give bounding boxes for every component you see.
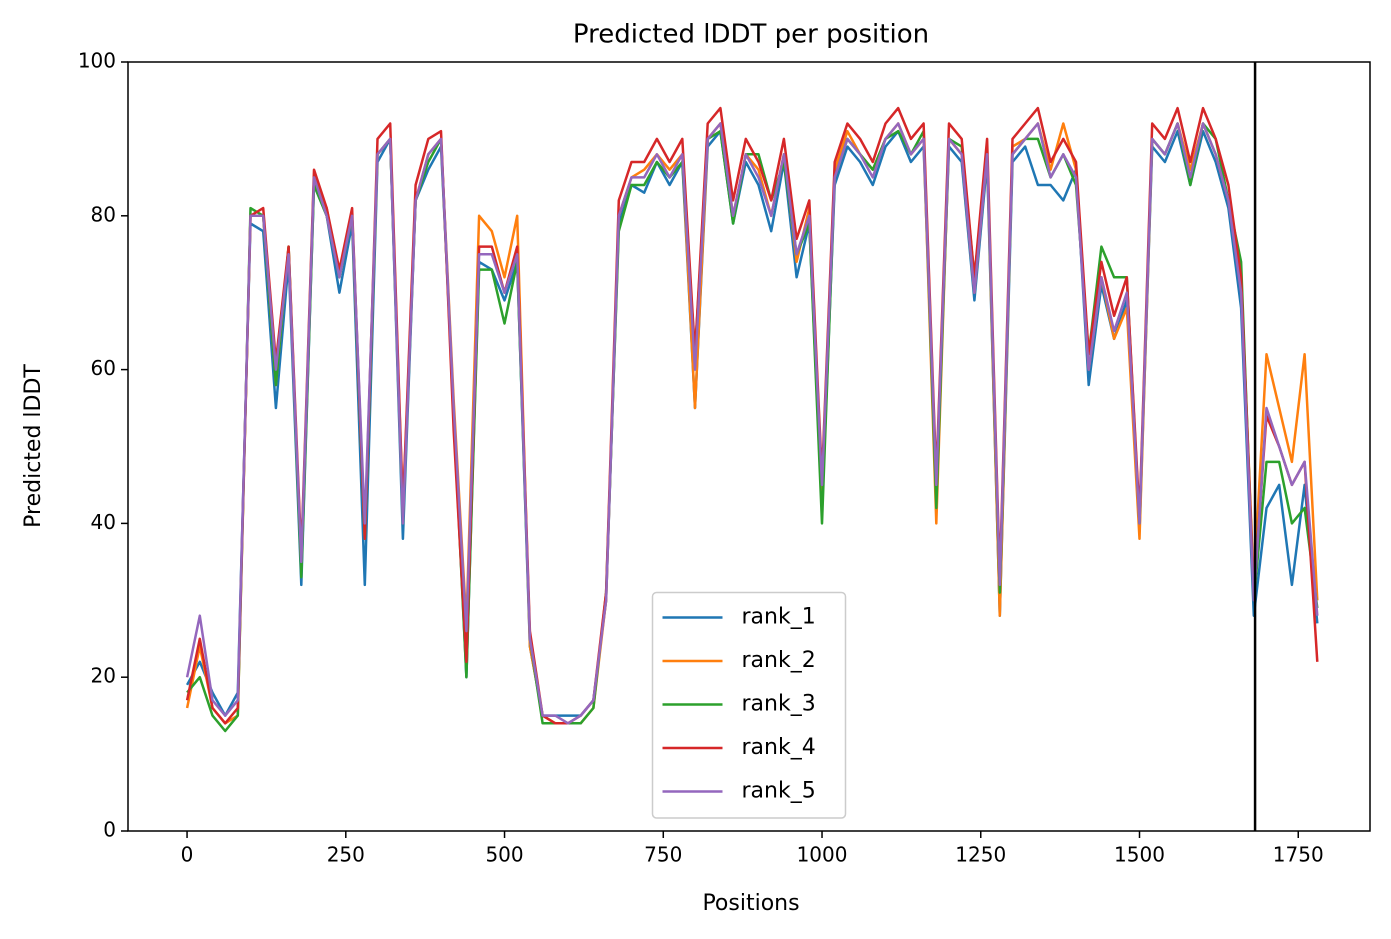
y-axis-label: Predicted lDDT <box>21 364 46 528</box>
y-tick-label: 0 <box>103 818 116 842</box>
x-tick-label: 1750 <box>1273 843 1324 867</box>
x-tick-label: 1250 <box>955 843 1006 867</box>
legend-label: rank_3 <box>742 692 816 717</box>
legend-label: rank_5 <box>742 779 816 804</box>
series-line <box>185 122 1319 725</box>
legend-label: rank_2 <box>742 648 816 673</box>
y-tick-label: 40 <box>91 510 116 534</box>
plot-frame <box>127 61 1371 832</box>
y-tick-label: 100 <box>78 49 116 73</box>
x-tick-label: 500 <box>485 843 523 867</box>
y-tick-label: 20 <box>91 664 116 688</box>
chart-title: Predicted lDDT per position <box>573 20 929 50</box>
y-tick-label: 60 <box>91 356 116 380</box>
x-tick-label: 1000 <box>797 843 848 867</box>
legend-label: rank_1 <box>742 605 816 630</box>
x-tick-label: 0 <box>181 843 194 867</box>
x-tick-label: 750 <box>644 843 682 867</box>
x-tick-label: 250 <box>327 843 365 867</box>
legend-label: rank_4 <box>742 735 816 760</box>
y-tick-label: 80 <box>91 202 116 226</box>
x-tick-label: 1500 <box>1114 843 1165 867</box>
legend-box <box>651 591 847 819</box>
x-axis-label: Positions <box>702 891 799 916</box>
